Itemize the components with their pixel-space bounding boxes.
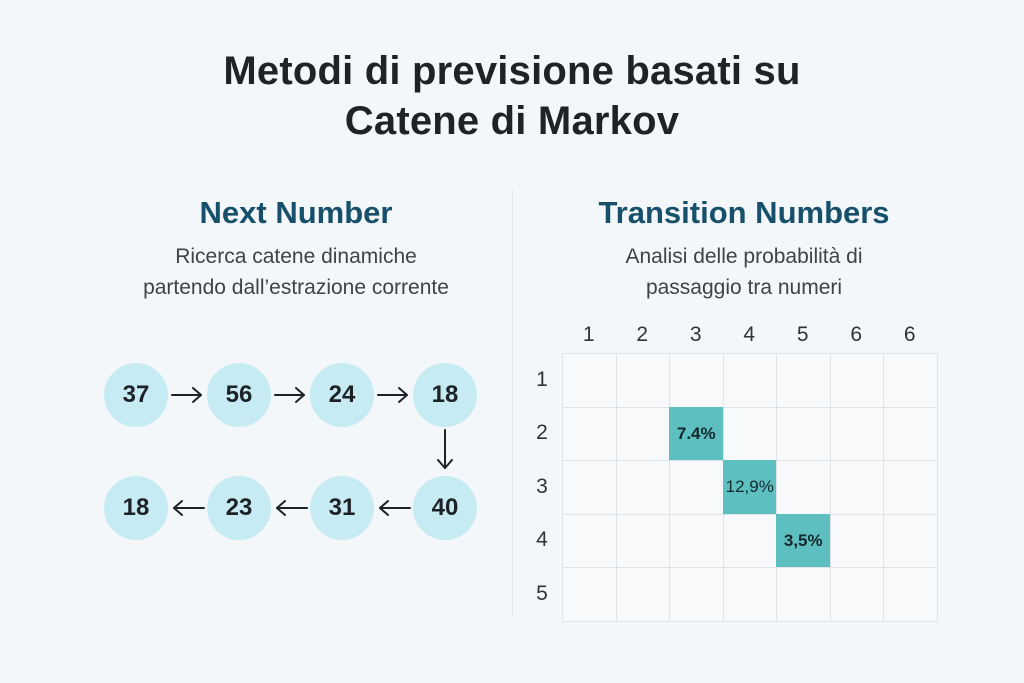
matrix-cell	[829, 353, 884, 408]
matrix-cell	[562, 567, 617, 622]
matrix-cell	[562, 460, 617, 515]
matrix-column-label: 5	[796, 323, 809, 346]
chain-node: 56	[207, 363, 271, 427]
matrix-row-label: 5	[536, 581, 548, 605]
chain-node: 18	[104, 476, 168, 540]
matrix-cell	[615, 406, 670, 461]
arrow-right-icon	[274, 387, 305, 403]
arrow-down-icon	[437, 429, 453, 469]
chain-node: 24	[310, 363, 374, 427]
matrix-column-label: 1	[582, 323, 595, 346]
arrow-right-icon	[171, 387, 202, 403]
transition-numbers-title: Transition Numbers	[598, 195, 890, 230]
matrix-cell	[829, 567, 884, 622]
main-title-line2: Catene di Markov	[344, 99, 680, 143]
chain-node: 40	[413, 476, 477, 540]
matrix-cell	[829, 406, 884, 461]
matrix-cell	[829, 460, 884, 515]
matrix-cell-highlight: 12,9%	[722, 460, 777, 515]
matrix-cell	[615, 353, 670, 408]
matrix-column-label: 6	[903, 323, 916, 346]
matrix-cell	[722, 353, 777, 408]
panel-divider	[512, 190, 513, 615]
chain-node: 23	[207, 476, 271, 540]
matrix-cell	[562, 513, 617, 568]
matrix-cell	[615, 567, 670, 622]
arrow-left-icon	[276, 500, 308, 516]
transition-numbers-subtitle: Analisi delle probabilità di passaggio t…	[548, 241, 940, 303]
matrix-row-label: 4	[536, 528, 548, 552]
matrix-cell	[776, 460, 831, 515]
next-number-subtitle-line2: partendo dall’estrazione corrente	[143, 276, 449, 299]
matrix-cell	[722, 406, 777, 461]
main-title: Metodi di previsione basati su Catene di…	[0, 46, 1024, 146]
matrix-row-label: 1	[536, 367, 548, 391]
matrix-cell	[669, 513, 724, 568]
next-number-subtitle-line1: Ricerca catene dinamiche	[175, 245, 417, 268]
matrix-column-label: 2	[636, 323, 649, 346]
matrix-cell	[722, 567, 777, 622]
matrix-cell	[562, 353, 617, 408]
matrix-cell-highlight: 3,5%	[776, 513, 831, 568]
chain-node: 37	[104, 363, 168, 427]
matrix-cell	[829, 513, 884, 568]
matrix-cell	[615, 460, 670, 515]
matrix-cell	[615, 513, 670, 568]
matrix-cell	[776, 353, 831, 408]
matrix-column-label: 6	[850, 323, 863, 346]
matrix-column-label: 4	[743, 323, 756, 346]
matrix-column-label: 3	[689, 323, 702, 346]
matrix-cell	[669, 567, 724, 622]
matrix-cell	[883, 567, 938, 622]
arrow-left-icon	[173, 500, 205, 516]
chain-node: 18	[413, 363, 477, 427]
arrow-left-icon	[379, 500, 411, 516]
chain-arrows	[171, 387, 453, 516]
matrix-cell	[562, 406, 617, 461]
matrix-cell	[883, 460, 938, 515]
matrix-cell	[669, 353, 724, 408]
main-title-line1: Metodi di previsione basati su	[223, 49, 801, 93]
transition-numbers-subtitle-line2: passaggio tra numeri	[645, 276, 843, 299]
matrix-cell	[883, 513, 938, 568]
matrix-row-label: 3	[536, 474, 548, 498]
matrix-cell	[883, 353, 938, 408]
matrix-cell-highlight: 7.4%	[669, 406, 724, 461]
matrix-cell	[669, 460, 724, 515]
next-number-title: Next Number	[199, 195, 393, 230]
matrix-row-label: 2	[536, 421, 548, 445]
chain-node: 31	[310, 476, 374, 540]
matrix-cell	[776, 567, 831, 622]
transition-numbers-subtitle-line1: Analisi delle probabilità di	[625, 245, 863, 268]
matrix-cell	[776, 406, 831, 461]
next-number-subtitle: Ricerca catene dinamiche partendo dall’e…	[90, 241, 502, 303]
matrix-cell	[883, 406, 938, 461]
arrow-right-icon	[377, 387, 408, 403]
matrix-cell	[722, 513, 777, 568]
